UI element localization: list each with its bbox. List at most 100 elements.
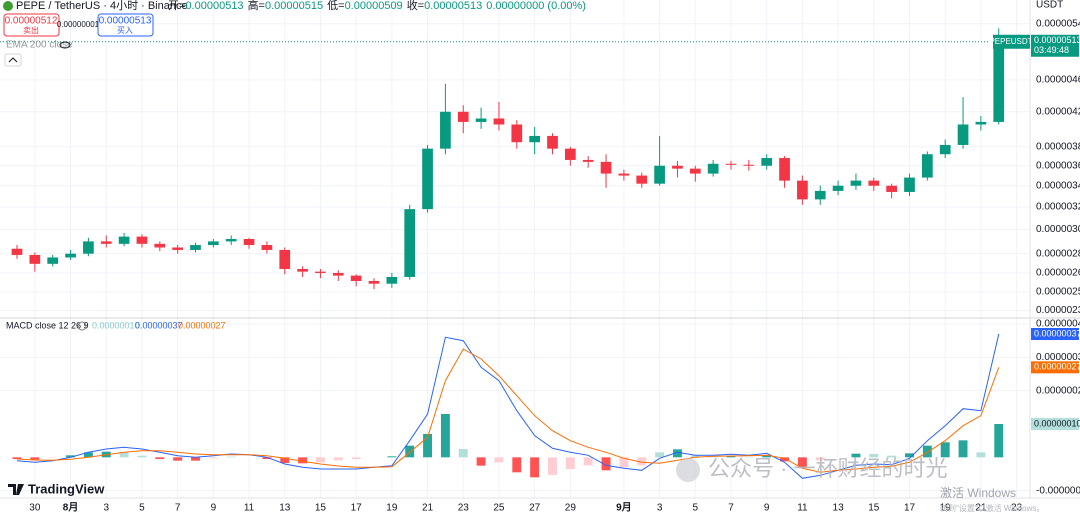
macd-legend-value: 0.00000010 [92,320,140,330]
brand-logo [8,484,24,495]
y-tick-label: 0.00000251 [1036,287,1080,298]
date-label: 15 [315,503,327,514]
candle-body [814,190,826,200]
candle-body [636,175,648,184]
histogram-bar [958,440,968,458]
histogram-bar [315,457,325,463]
ohlc-value: 0.00000513 [424,0,482,12]
date-label: 11 [244,503,255,514]
date-label: 19 [386,503,398,514]
date-label: 21 [422,503,434,514]
candle-body [868,180,880,186]
histogram-bar [530,457,540,478]
histogram-bar [191,457,200,461]
histogram-bar [762,455,772,458]
marks [0,28,1030,479]
candle-body [83,241,94,254]
y-tick-label: 0.00000030 [1036,352,1080,363]
currency-label[interactable]: USDT [1036,0,1063,11]
date-label: 13 [279,503,291,514]
histogram-bar [548,457,557,475]
histogram-bar [851,453,861,458]
candle-body [529,135,541,143]
grid [0,0,1030,498]
candle-body [332,272,344,276]
symbol-title[interactable]: PEPE / TetherUS · 4小时 · Binance [16,0,188,12]
candle-body [154,243,166,248]
histogram-bar [333,457,343,461]
date-label: 5 [139,503,145,514]
y-tick-label: 0.00000280 [1036,248,1080,259]
sell-label[interactable]: 卖出 [23,25,39,35]
candle-body [422,148,433,210]
date-label: 23 [458,503,470,514]
buy-price[interactable]: 0.00000513 [99,16,152,27]
collapse-button[interactable] [4,53,22,67]
histogram-bar [887,455,897,458]
histogram-bar [655,452,665,458]
histogram-bar [298,457,308,464]
sell-button[interactable] [3,13,60,37]
histogram-bar [155,457,165,459]
macd-title[interactable]: MACD close 12 26 9 [6,320,89,330]
histogram-bar [994,424,1004,458]
candle-body [921,154,933,178]
activate-hint: 转到"设置"以激活 Windows。 [940,503,1044,513]
y-tick-label: 0.00000320 [1036,202,1080,213]
histogram-bar [512,457,522,473]
symbol-badge [993,34,1030,49]
sell-price[interactable]: 0.00000512 [5,16,58,27]
date-label: 15 [868,503,880,514]
y-tick-label: 0.00000040 [1036,319,1080,330]
histogram-bar [690,455,700,458]
date-label: 19 [940,503,952,514]
watermark: 公众号 · 一杯财经的时光 [708,456,948,481]
histogram-bar [708,456,718,458]
date-label: 23 [1011,503,1023,514]
histogram-bar [458,449,468,458]
candle-body [100,241,112,244]
histogram-bar [387,456,397,458]
candle-body [547,135,558,149]
histogram-bar [280,457,290,463]
macd-legend-value: 0.00000037 [135,320,183,330]
histogram-bar [583,457,593,466]
indicator-label[interactable]: EMA 200 close [6,40,73,51]
candle-body [654,165,665,184]
date-label: 9 [211,503,217,514]
candle-body [797,180,808,200]
candle-body [939,144,951,155]
buy-button[interactable] [97,13,154,37]
candle-body [475,118,487,122]
buy-label[interactable]: 买入 [117,26,133,35]
y-tick-label: 0.00000540 [1036,18,1080,29]
settings-icon[interactable] [77,321,87,331]
histogram-bar [351,457,361,459]
histogram-bar [637,457,647,466]
candle-body [993,41,1005,122]
candle-body [136,236,148,244]
histogram-bar [565,457,575,469]
histogram-bar [66,455,76,458]
axis-badge-text: 0.00000010 [1034,418,1080,428]
histogram-bar [440,414,450,458]
visibility-icon[interactable] [59,41,71,49]
histogram-bar [30,457,40,460]
axis-badge [1031,418,1079,430]
ohlc-label: 低= [327,0,344,12]
candle-body [11,248,23,255]
candle-body [207,241,219,246]
candle-body [261,245,273,250]
axis-badge-text: 0.00000027 [1034,362,1080,372]
spread: 0.00000001 [57,20,100,29]
y-tick-label: 0.00000460 [1036,75,1080,86]
date-label: 21 [975,503,987,514]
date-label: 17 [351,503,363,514]
candle-body [779,158,790,181]
histogram-bar [780,457,790,462]
date-label: 5 [693,503,699,514]
candle-body [672,165,683,169]
date-label: 7 [175,503,181,514]
candle-body [689,168,701,174]
symbol-icon[interactable] [3,1,13,11]
